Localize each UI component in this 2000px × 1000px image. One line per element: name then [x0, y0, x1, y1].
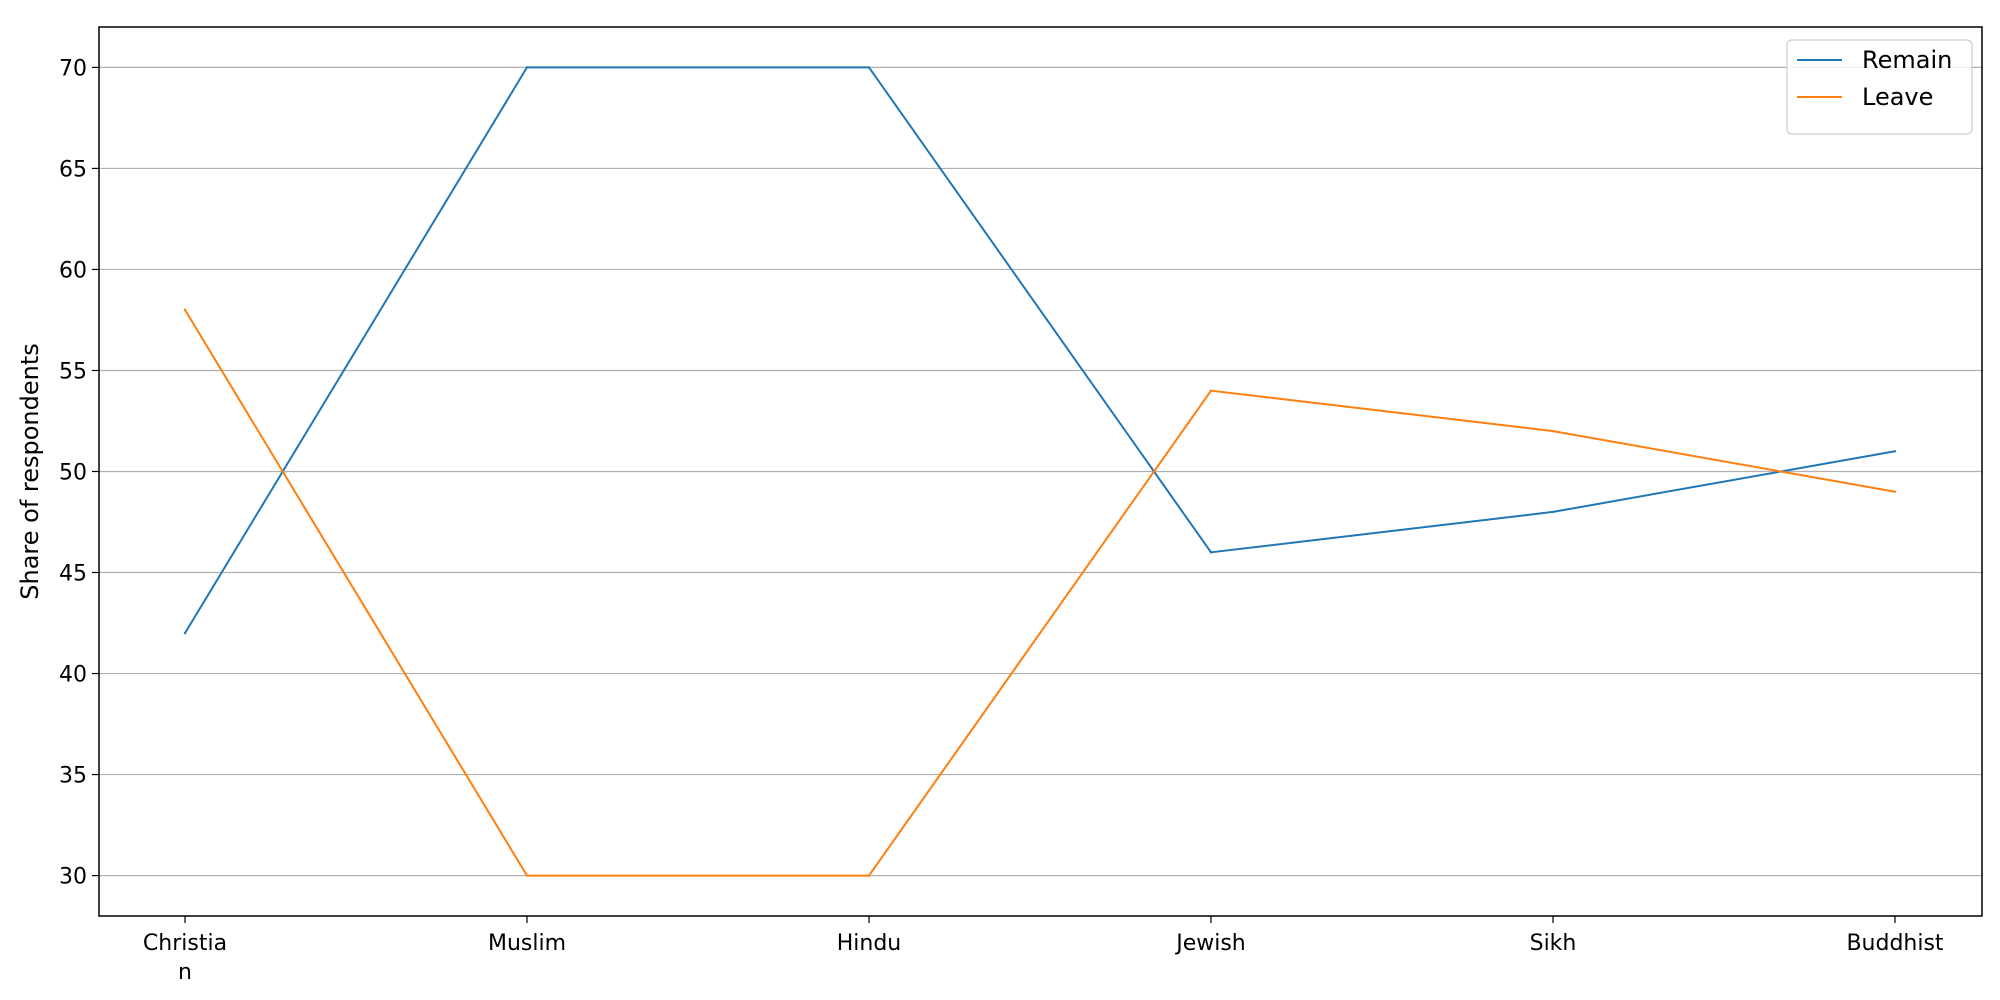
data-point: [1209, 389, 1213, 392]
y-tick-label: 55: [59, 359, 87, 384]
y-tick-label: 35: [59, 764, 87, 789]
x-tick-label: Christia n: [143, 931, 227, 985]
y-axis: 30 35 40 45 50 55 60 65 70: [59, 56, 99, 890]
grid: [99, 66, 1982, 877]
y-tick-label: 65: [59, 157, 87, 182]
y-tick-label: 30: [59, 865, 87, 890]
legend-label: Leave: [1862, 83, 1933, 111]
data-point: [183, 631, 187, 635]
series-line-remain: [184, 66, 1896, 634]
x-tick-label: Jewish: [1174, 931, 1246, 956]
data-point: [867, 66, 871, 69]
y-tick-label: 50: [59, 461, 87, 486]
y-tick-label: 40: [59, 663, 87, 688]
y-tick-label: 60: [59, 258, 87, 283]
y-tick-label: 70: [59, 56, 87, 81]
y-tick-label: 45: [59, 562, 87, 587]
data-point: [525, 874, 529, 877]
data-point: [1551, 510, 1555, 514]
legend-label: Remain: [1862, 46, 1952, 74]
x-tick-label: Buddhist: [1846, 931, 1943, 956]
x-axis: Christia n Muslim Hindu Jewish Sikh Buddhist: [143, 916, 1944, 985]
x-tick-label: Hindu: [837, 931, 902, 956]
data-point: [525, 66, 529, 69]
data-point: [867, 874, 871, 877]
data-point: [1893, 450, 1897, 453]
data-point: [1551, 429, 1555, 433]
legend-box: [1786, 39, 1973, 135]
x-tick-label: Sikh: [1530, 931, 1577, 956]
data-point: [1209, 551, 1213, 554]
series-line-leave: [184, 309, 1896, 877]
y-axis-label: Share of respondents: [16, 343, 44, 600]
x-tick-label: Muslim: [488, 931, 566, 956]
data-point: [183, 308, 187, 312]
legend: Remain Leave: [1786, 39, 1973, 135]
data-point: [1893, 490, 1897, 493]
series-lines: [183, 66, 1897, 877]
